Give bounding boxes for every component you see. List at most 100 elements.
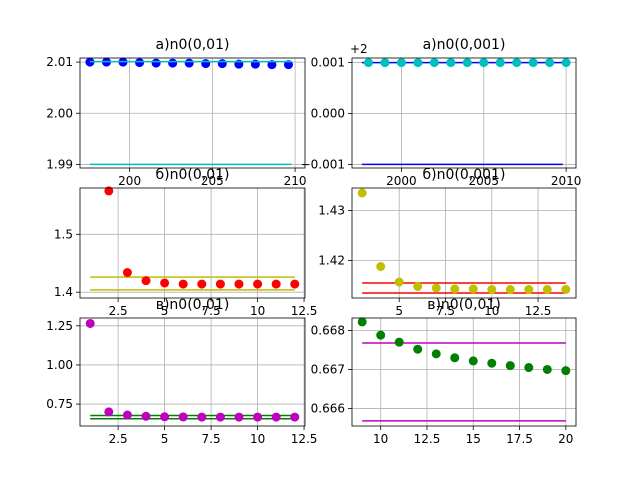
data-point <box>197 412 207 422</box>
x-tick-label: 5 <box>395 304 403 318</box>
plot-background <box>80 188 305 298</box>
x-tick-label: 7.5 <box>436 304 455 318</box>
data-point <box>290 279 300 289</box>
x-tick-label: 7.5 <box>202 432 221 446</box>
y-tick-label: 1.4 <box>54 285 73 299</box>
data-point <box>85 318 95 328</box>
data-layer <box>85 57 293 166</box>
subplot-6: 10 12.5 15 17.5 20 0.666 0.667 0.668 в)n0(0,01) <box>311 297 577 446</box>
x-tick-label: 17.5 <box>506 432 533 446</box>
data-point <box>141 411 151 421</box>
x-tick-label: 2.5 <box>109 304 128 318</box>
data-point <box>542 364 552 374</box>
plot-background <box>352 58 576 168</box>
subplot-3: 2.5 5 7.5 10 12.5 1.4 1.5 б)n0(0,01) <box>54 167 318 318</box>
data-point <box>487 285 497 294</box>
y-tick-label: −0.001 <box>301 157 345 171</box>
data-point <box>104 407 114 417</box>
data-point <box>234 412 244 422</box>
subplot-title: в)n0(0,01) <box>156 297 230 313</box>
y-tick-label: 1.43 <box>318 204 345 218</box>
data-point <box>431 349 441 359</box>
data-point <box>178 279 188 289</box>
axes-frame <box>79 187 306 299</box>
data-point <box>524 363 534 373</box>
y-tick-label: 0.001 <box>311 56 345 70</box>
y-tick-label: 0.75 <box>46 397 73 411</box>
subplot-4: 5 7.5 10 12.5 1.42 1.43 б)n0(0,001) <box>318 167 577 318</box>
data-point <box>168 58 178 68</box>
data-point <box>376 330 386 340</box>
x-tick-label: 2000 <box>386 174 417 188</box>
data-point <box>201 59 211 69</box>
data-point <box>151 58 161 68</box>
x-tick-label: 12.5 <box>525 304 552 318</box>
subplot-title: a)n0(0,01) <box>156 37 230 53</box>
data-point <box>122 268 132 278</box>
data-point <box>184 58 194 68</box>
data-point <box>542 285 552 294</box>
y-tick-label: 1.25 <box>46 319 73 333</box>
data-layer <box>85 318 300 422</box>
data-point <box>215 279 225 289</box>
data-point <box>487 358 497 368</box>
x-tick-label: 10 <box>484 304 499 318</box>
data-point <box>253 412 263 422</box>
subplot-2: 2000 2005 2010 −0.001 0.000 0.001 +2 a)n0(0,001… <box>301 37 582 188</box>
plot-background <box>352 318 576 426</box>
axes-frame <box>351 317 577 427</box>
data-point <box>234 279 244 289</box>
data-point <box>141 276 151 286</box>
data-point <box>413 344 423 354</box>
data-point <box>217 59 227 69</box>
y-tick-label: 0.667 <box>311 362 345 376</box>
x-tick-label: 10 <box>250 432 265 446</box>
data-point <box>429 58 439 68</box>
data-point <box>561 285 571 294</box>
subplot-title: a)n0(0,001) <box>423 37 506 53</box>
data-point <box>267 60 277 70</box>
subplot-1: 200 205 210 1.99 2.00 2.01 a)n0(0,01) <box>46 37 306 188</box>
subplot-title: б)n0(0,01) <box>156 167 230 183</box>
data-point <box>468 284 478 294</box>
axes-frame <box>351 57 577 169</box>
data-point <box>413 58 423 68</box>
x-tick-label: 210 <box>284 174 307 188</box>
data-layer <box>357 317 571 422</box>
data-point <box>431 283 441 293</box>
y-tick-label: 0.000 <box>311 107 345 121</box>
x-tick-label: 15 <box>466 432 481 446</box>
data-layer <box>90 186 300 291</box>
plot-background <box>352 188 576 298</box>
data-point <box>561 58 571 68</box>
data-point <box>505 285 515 294</box>
y-tick-label: 2.00 <box>46 106 73 120</box>
data-point <box>545 58 555 68</box>
data-point <box>253 279 263 289</box>
x-tick-label: 2010 <box>551 174 582 188</box>
x-tick-label: 205 <box>201 174 224 188</box>
data-point <box>462 58 472 68</box>
data-point <box>561 366 571 376</box>
y-tick-label: 0.668 <box>311 323 345 337</box>
data-point <box>357 188 367 198</box>
axes-frame <box>351 187 577 299</box>
y-tick-label: 1.99 <box>46 157 73 171</box>
data-point <box>376 262 386 271</box>
x-tick-label: 7.5 <box>202 304 221 318</box>
data-point <box>394 337 404 347</box>
axes-frame <box>79 317 306 427</box>
data-point <box>413 282 423 291</box>
axis-offset-label: +2 <box>350 42 368 56</box>
subplot-5: 2.5 5 7.5 10 12.5 0.75 1.00 1.25 в)n0(0,01) <box>46 297 317 446</box>
data-point <box>468 356 478 366</box>
data-point <box>283 60 293 70</box>
data-point <box>446 58 456 68</box>
data-point <box>512 58 522 68</box>
x-tick-label: 2.5 <box>109 432 128 446</box>
x-tick-label: 2005 <box>468 174 499 188</box>
x-tick-label: 12.5 <box>291 304 318 318</box>
x-tick-label: 5 <box>161 432 169 446</box>
x-tick-label: 10 <box>250 304 265 318</box>
subplot-title: в)n0(0,01) <box>427 297 501 313</box>
